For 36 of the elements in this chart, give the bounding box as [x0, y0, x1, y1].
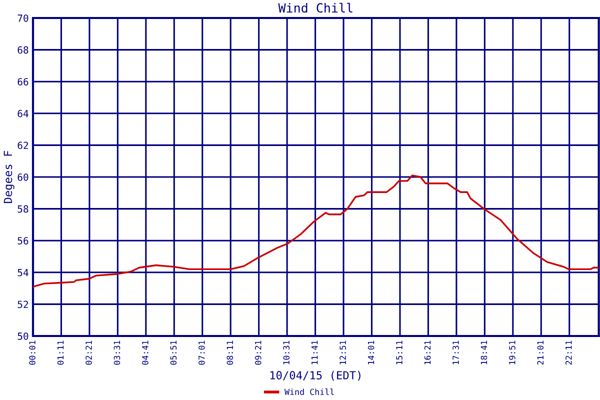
- x-tick-label: 07:01: [198, 340, 205, 365]
- x-tick-label: 05:51: [170, 340, 177, 365]
- y-tick-label: 56: [18, 237, 28, 244]
- y-tick-label: 60: [18, 174, 28, 181]
- line-series: [33, 174, 599, 288]
- x-tick-label: 15:11: [396, 340, 402, 364]
- x-tick-label: 21:01: [537, 340, 544, 365]
- legend-label: Wind Chill: [284, 388, 334, 396]
- x-tick-label: 03:31: [114, 340, 120, 365]
- y-tick-label: 50: [18, 332, 28, 340]
- x-tick-label: 11:41: [312, 340, 318, 364]
- y-tick-label: 68: [18, 46, 28, 54]
- x-axis-title: 10/04/15 (EDT): [270, 370, 360, 381]
- x-tick-label: 18:41: [480, 340, 488, 364]
- x-tick-label: 09:21: [254, 340, 262, 365]
- x-tick-label: 14:01: [368, 340, 374, 364]
- x-tick-label: 04:41: [142, 340, 148, 365]
- y-tick-label: 66: [18, 78, 28, 86]
- x-tick-label: 02:21: [86, 340, 92, 365]
- y-tick-label: 64: [18, 110, 28, 118]
- x-tick-label: 17:31: [452, 340, 459, 364]
- x-tick-label: 08:11: [226, 340, 234, 365]
- y-axis-title: Degees F: [4, 150, 14, 204]
- x-tick-label: 10:31: [283, 340, 290, 364]
- x-tick-label: 00:01: [29, 340, 36, 365]
- x-tick-label: 01:11: [57, 340, 64, 365]
- y-tick-label: 70: [18, 14, 28, 22]
- x-tick-label: 16:21: [424, 340, 431, 364]
- x-tick-label: 22:11: [565, 340, 572, 365]
- y-tick-label: 52: [18, 300, 28, 308]
- x-tick-label: 12:51: [340, 340, 346, 364]
- x-tick-label: 19:51: [509, 340, 516, 364]
- chart-title: Wind Chill: [278, 2, 352, 13]
- y-tick-label: 58: [18, 205, 28, 213]
- y-tick-label: 62: [18, 142, 28, 150]
- y-tick-label: 54: [18, 269, 28, 276]
